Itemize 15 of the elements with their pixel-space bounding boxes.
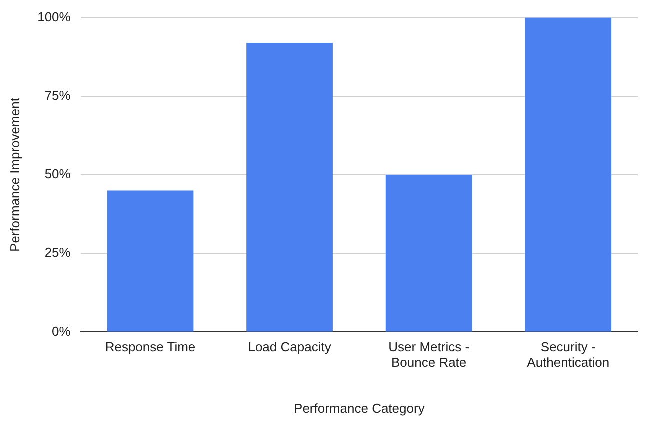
bar xyxy=(246,42,333,332)
y-tick-label: 0% xyxy=(52,324,72,339)
x-tick-label: Security - Authentication xyxy=(527,340,610,370)
x-tick-label: Response Time xyxy=(105,340,196,355)
y-tick-label: 100% xyxy=(38,9,72,24)
x-tick-label: Load Capacity xyxy=(248,340,332,355)
x-axis-title: Performance Category xyxy=(294,400,426,416)
bar xyxy=(107,190,194,332)
y-tick-label: 50% xyxy=(44,166,72,182)
y-tick-label: 25% xyxy=(44,245,72,260)
y-axis-title: Performance Improvement xyxy=(7,98,22,252)
bar xyxy=(525,18,612,332)
y-tick-label: 75% xyxy=(44,88,72,103)
bar xyxy=(386,175,472,332)
x-tick-label: User Metrics - Bounce Rate xyxy=(388,340,470,370)
